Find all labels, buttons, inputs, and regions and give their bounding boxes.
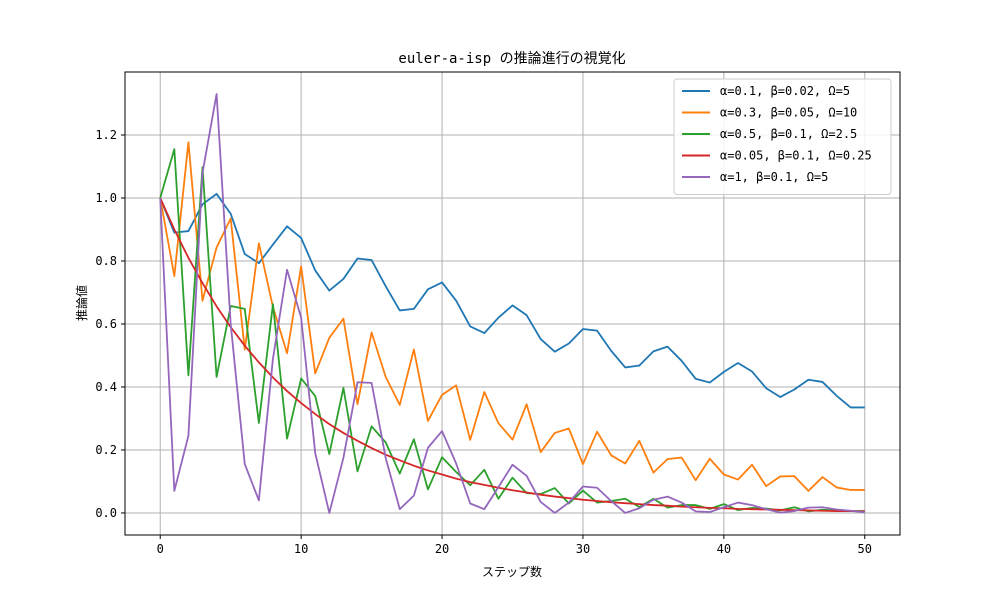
y-tick-label: 0.2 (95, 443, 117, 457)
series-line-5 (159, 93, 865, 514)
x-axis-label: ステップ数 (482, 564, 542, 579)
series-line-1 (159, 192, 865, 409)
y-tick-label: 0.8 (95, 254, 117, 268)
legend-label-1: α=0.1, β=0.02, Ω=5 (720, 84, 850, 98)
legend: α=0.1, β=0.02, Ω=5 α=0.3, β=0.05, Ω=10 α=0… (673, 78, 892, 195)
y-tick-label: 1.0 (95, 191, 117, 205)
legend-label-3: α=0.5, β=0.1, Ω=2.5 (720, 127, 857, 141)
x-tick-label: 0 (157, 542, 164, 556)
y-axis-label: 推論値 (74, 285, 89, 321)
x-tick-label: 20 (435, 542, 449, 556)
y-tick-label: 0.4 (95, 380, 117, 394)
axis-ticks: 0 10 20 30 40 50 0.0 0.2 0.4 0.6 0.8 1.0 1.2 (95, 128, 872, 556)
series-lines (159, 93, 865, 514)
legend-label-4: α=0.05, β=0.1, Ω=0.25 (720, 149, 872, 163)
series-line-2 (159, 141, 865, 492)
legend-label-5: α=1, β=0.1, Ω=5 (720, 170, 828, 184)
x-tick-label: 50 (858, 542, 872, 556)
legend-label-2: α=0.3, β=0.05, Ω=10 (720, 106, 857, 120)
y-tick-label: 1.2 (95, 128, 117, 142)
x-tick-label: 40 (717, 542, 731, 556)
chart-title: euler-a-isp の推論進行の視覚化 (398, 51, 625, 67)
y-tick-label: 0.6 (95, 317, 117, 331)
series-line-4 (159, 197, 865, 513)
x-tick-label: 10 (294, 542, 308, 556)
legend-box (673, 78, 892, 195)
x-tick-label: 30 (576, 542, 590, 556)
plot-frame (124, 71, 901, 536)
y-tick-label: 0.0 (95, 506, 117, 520)
